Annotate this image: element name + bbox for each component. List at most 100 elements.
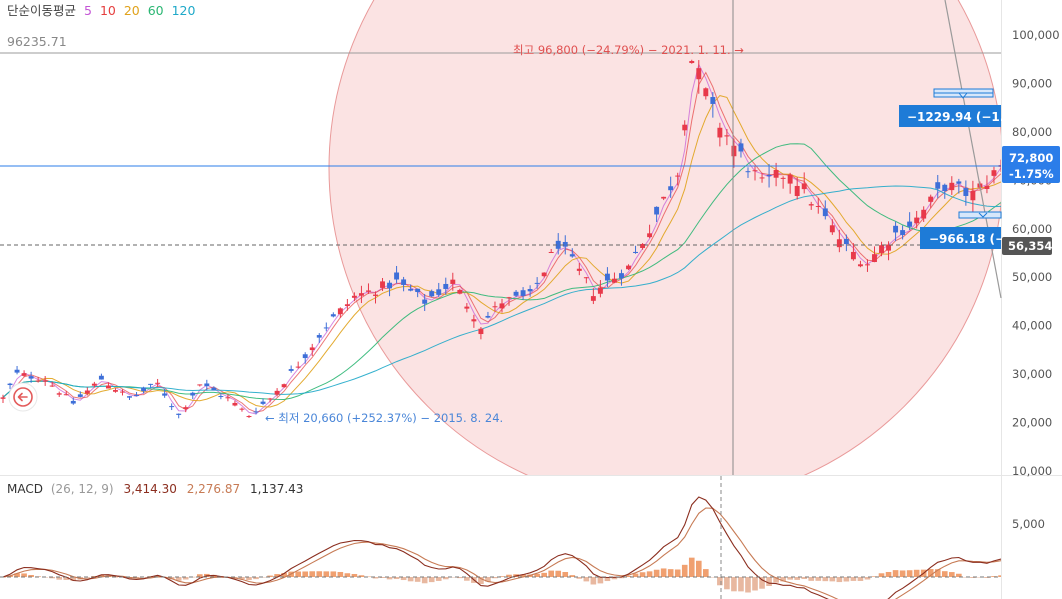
macd-hist-bar <box>555 570 562 577</box>
candle-body <box>879 245 884 253</box>
candle-body <box>394 272 400 280</box>
candle-body <box>218 396 224 398</box>
price-tick-label: 80,000 <box>1012 125 1052 139</box>
macd-hist-bar <box>302 571 309 577</box>
price-tick-label: 100,000 <box>1012 28 1060 42</box>
candle-body <box>295 366 301 368</box>
macd-hist-bar <box>548 570 555 577</box>
macd-hist-bar <box>421 577 428 584</box>
macd-hist-bar <box>646 571 653 577</box>
macd-hist-bar <box>695 560 702 577</box>
candle-body <box>872 254 877 263</box>
macd-hist-bar <box>752 577 758 591</box>
candle-body <box>661 196 667 199</box>
candle-body <box>288 369 294 371</box>
dashed-price-tag: 56,354 <box>1002 237 1052 255</box>
macd-hist-bar <box>667 569 674 577</box>
candle-body <box>281 384 287 388</box>
macd-hist-bar <box>991 576 997 577</box>
current-price-value: 72,800 <box>1009 151 1053 165</box>
macd-hist-bar <box>780 577 786 582</box>
candle-body <box>956 181 962 184</box>
macd-hist-bar <box>246 577 252 581</box>
candle-body <box>450 279 456 284</box>
candle-body <box>731 145 737 157</box>
candle-body <box>850 251 856 260</box>
macd-hist-bar <box>485 577 491 582</box>
macd-legend: MACD (26, 12, 9) 3,414.30 2,276.87 1,137… <box>7 482 303 496</box>
macd-signal-line <box>2 507 1001 599</box>
macd-hist-bar <box>351 573 358 577</box>
candle-body <box>900 230 906 235</box>
macd-hist-bar <box>506 574 512 577</box>
candle-body <box>7 383 13 386</box>
macd-hist-bar <box>428 577 435 583</box>
macd-hist-bar <box>414 577 421 582</box>
candle-body <box>675 175 681 177</box>
candle-body <box>183 407 189 409</box>
candle-body <box>260 401 266 404</box>
ma-legend-5: 5 <box>84 3 92 18</box>
measure-tool-1[interactable]: −1229.94 (−1.39 <box>899 88 1021 127</box>
candle-body <box>436 289 442 295</box>
price-tick-label: 40,000 <box>1012 319 1052 333</box>
candle-body <box>120 391 125 393</box>
candle-body <box>640 243 646 248</box>
highlight-circle <box>328 0 1001 475</box>
macd-hist-bar <box>91 575 98 577</box>
candle-body <box>98 375 104 380</box>
macd-line <box>2 496 1001 599</box>
macd-hist-bar <box>808 577 815 581</box>
macd-legend-signal: 2,276.87 <box>187 482 240 496</box>
macd-hist-bar <box>492 577 498 579</box>
candle-body <box>654 206 660 215</box>
candle-body <box>626 265 631 270</box>
macd-hist-bar <box>597 577 604 584</box>
macd-hist-bar <box>885 571 892 577</box>
macd-hist-bar <box>878 573 885 577</box>
candle-body <box>70 400 76 404</box>
macd-hist-bar <box>906 570 913 577</box>
macd-hist-bar <box>478 577 484 584</box>
ma-legend-title: 단순이동평균 <box>7 3 76 18</box>
macd-hist-bar <box>927 569 934 577</box>
candle-body <box>857 264 863 267</box>
candle-body <box>351 295 357 298</box>
candle-body <box>893 225 899 233</box>
macd-hist-bar <box>660 568 667 577</box>
candle-body <box>415 288 421 293</box>
macd-hist-bar <box>801 577 808 579</box>
macd-hist-bar <box>829 577 836 582</box>
candle-body <box>316 335 322 338</box>
macd-hist-bar <box>267 575 273 577</box>
macd-hist-bar <box>963 577 969 578</box>
candle-body <box>794 185 800 196</box>
candle-body <box>42 380 48 382</box>
candle-body <box>0 397 6 399</box>
macd-hist-bar <box>344 573 351 577</box>
ma-legend-60: 60 <box>148 3 164 18</box>
candle-body <box>457 289 463 294</box>
ma-legend-20: 20 <box>124 3 140 18</box>
macd-hist-bar <box>745 577 751 593</box>
measure-tool-2[interactable]: −966.18 (−1. <box>920 211 1018 249</box>
candle-body <box>91 383 97 386</box>
candle-body <box>829 225 835 233</box>
candle-body <box>506 297 512 299</box>
candle-body <box>520 290 526 296</box>
macd-hist-bar <box>681 564 688 577</box>
macd-hist-bar <box>815 577 822 581</box>
ma-line-20 <box>2 95 1001 408</box>
candle-body <box>422 299 428 304</box>
macd-hist-bar <box>56 577 63 580</box>
macd-hist-bar <box>253 577 259 580</box>
candle-body <box>211 387 217 391</box>
macd-hist-bar <box>274 574 280 577</box>
candle-body <box>330 314 336 317</box>
macd-hist-bar <box>372 577 379 579</box>
candle-body <box>914 217 920 224</box>
macd-tick-5000: 5,000 <box>1012 517 1045 531</box>
scroll-back-button[interactable] <box>8 382 38 412</box>
